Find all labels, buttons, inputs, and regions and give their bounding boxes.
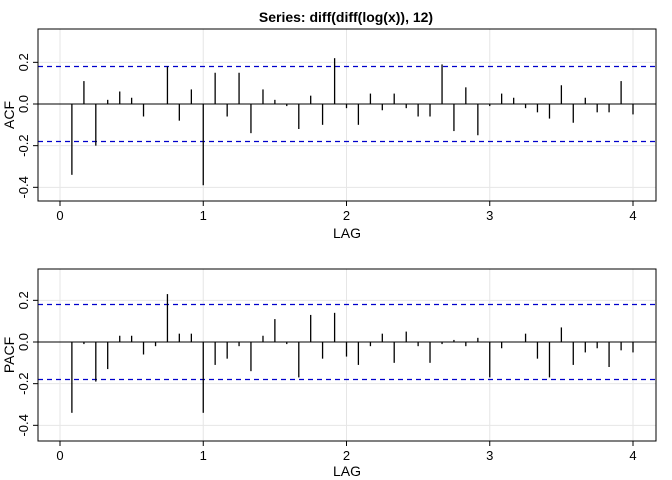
x-axis-label: LAG	[333, 463, 361, 479]
y-tick-label: 0.0	[16, 333, 31, 351]
x-tick-label: 2	[343, 448, 350, 463]
y-axis-label: PACF	[1, 337, 17, 373]
y-tick-label: -0.2	[16, 372, 31, 394]
x-tick-label: 4	[629, 448, 636, 463]
acf-panel: 0 1 2 3 4 -0.4 -0.2 0.0 0.2 LAG ACF	[1, 28, 657, 241]
y-axis-label: ACF	[1, 101, 17, 129]
x-tick-label: 3	[486, 208, 493, 223]
y-tick-label: 0.0	[16, 95, 31, 113]
pacf-panel: 0 1 2 3 4 -0.4 -0.2 0.0 0.2 LAG PACF	[1, 268, 657, 479]
x-tick-label: 1	[200, 208, 207, 223]
y-tick-label: -0.2	[16, 134, 31, 156]
y-tick-label: -0.4	[16, 176, 31, 198]
x-tick-label: 2	[343, 208, 350, 223]
x-tick-label: 0	[56, 448, 63, 463]
y-tick-label: 0.2	[16, 53, 31, 71]
x-tick-label: 0	[56, 208, 63, 223]
x-tick-label: 3	[486, 448, 493, 463]
y-tick-label: -0.4	[16, 414, 31, 436]
x-tick-label: 1	[200, 448, 207, 463]
y-tick-label: 0.2	[16, 291, 31, 309]
x-tick-label: 4	[629, 208, 636, 223]
chart-title: Series: diff(diff(log(x)), 12)	[259, 9, 433, 25]
x-axis-label: LAG	[333, 225, 361, 241]
